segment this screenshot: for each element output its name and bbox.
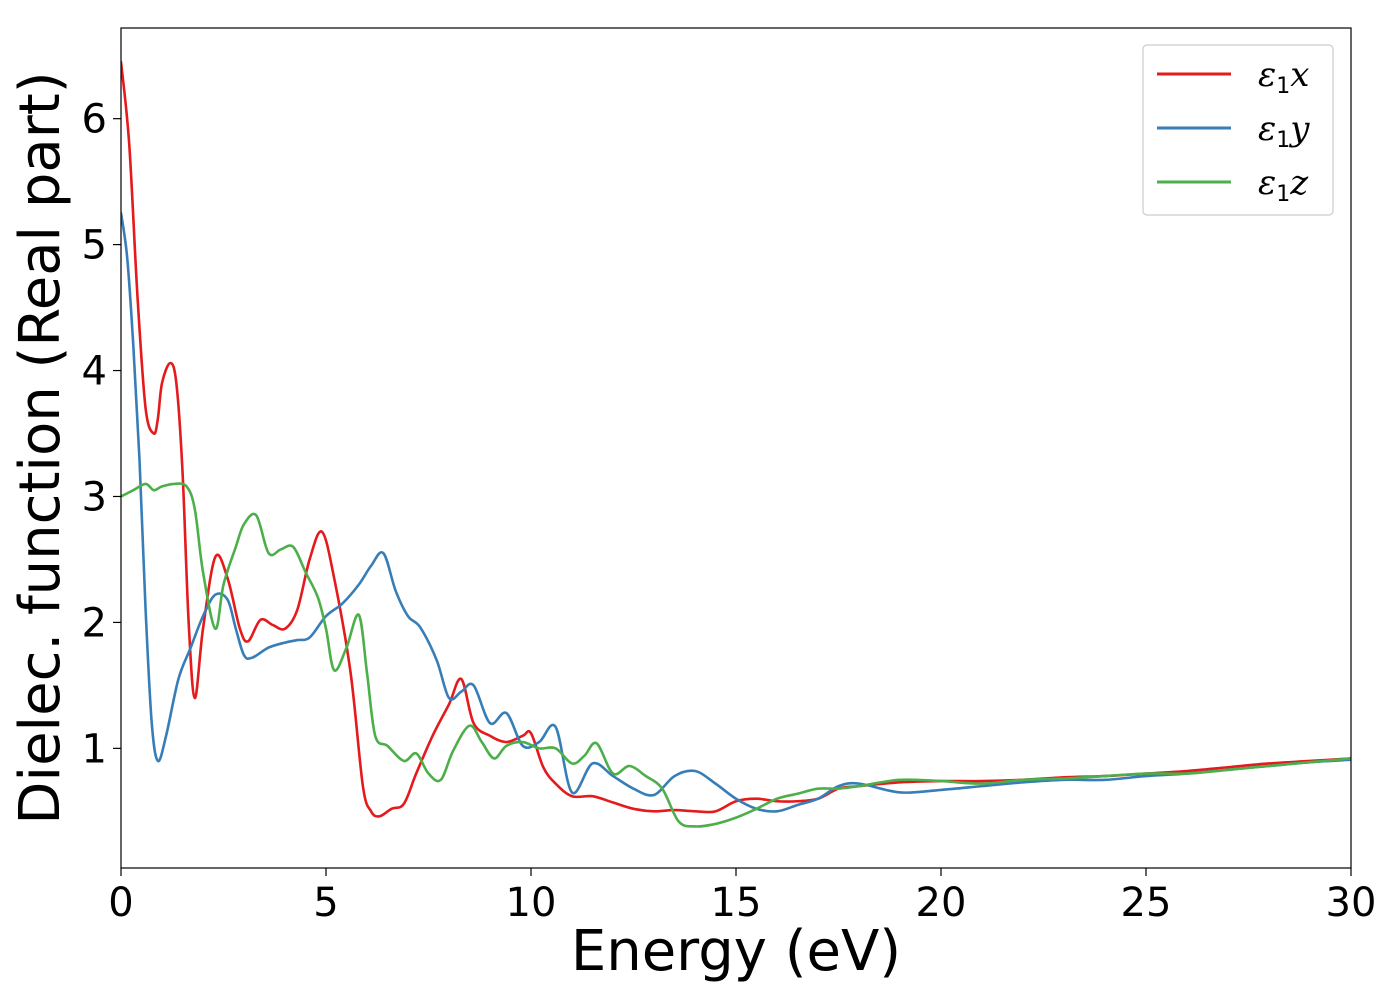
x-tick-label: 0: [108, 880, 133, 926]
y-tick-label: 4: [82, 349, 107, 395]
x-tick-label: 30: [1326, 880, 1377, 926]
x-tick-label: 5: [313, 880, 338, 926]
x-axis-ticks: 0 5 10 15 20 25 30: [108, 868, 1376, 926]
legend: ε1x ε1y ε1z: [1142, 44, 1334, 216]
x-tick-label: 25: [1121, 880, 1172, 926]
y-tick-label: 2: [82, 600, 107, 646]
y-axis-title: Dielec. function (Real part): [8, 71, 73, 824]
y-tick-label: 1: [82, 726, 107, 772]
x-tick-label: 15: [711, 880, 762, 926]
x-tick-label: 10: [506, 880, 557, 926]
y-tick-label: 3: [82, 474, 107, 520]
series-line-y: [121, 211, 1351, 813]
y-tick-label: 5: [82, 223, 107, 269]
legend-label-z: ε1z: [1258, 163, 1309, 207]
series-layer: [121, 60, 1351, 828]
legend-label-y: ε1y: [1258, 109, 1310, 153]
legend-box: [1142, 44, 1334, 216]
x-axis-title: Energy (eV): [571, 919, 901, 984]
y-axis-ticks: 1 2 3 4 5 6: [82, 97, 121, 772]
legend-items: ε1x ε1y ε1z: [1157, 55, 1310, 207]
series-line-z: [121, 482, 1351, 828]
legend-label-x: ε1x: [1258, 55, 1309, 99]
y-tick-label: 6: [82, 97, 107, 143]
x-tick-label: 20: [916, 880, 967, 926]
